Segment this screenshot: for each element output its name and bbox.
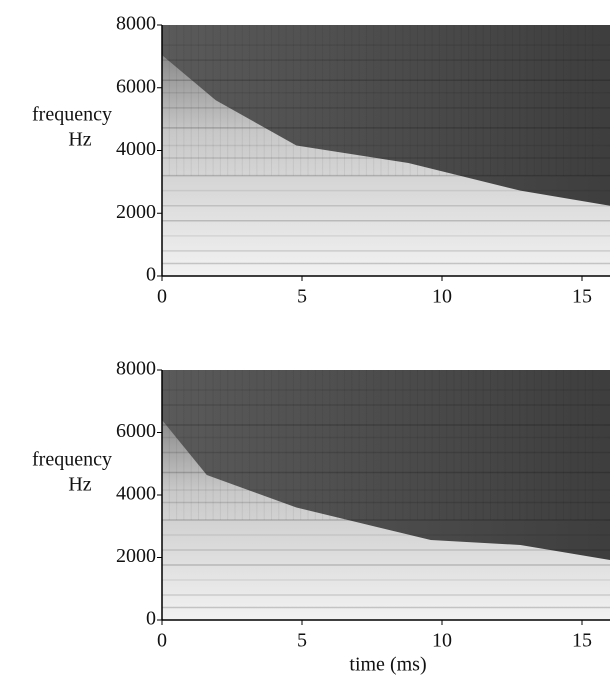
x-axis-label: time (ms) xyxy=(349,654,426,676)
y-tick-label: 2000 xyxy=(116,545,156,567)
y-tick-label: 0 xyxy=(146,264,156,286)
y-tick-label: 2000 xyxy=(116,201,156,223)
x-tick-label: 15 xyxy=(572,286,592,308)
x-tick-label: 15 xyxy=(572,630,592,652)
y-tick-label: 0 xyxy=(146,608,156,630)
x-tick-label: 0 xyxy=(157,286,167,308)
spectrogram-light xyxy=(162,420,610,620)
y-tick-label: 4000 xyxy=(116,483,156,505)
x-tick-label: 5 xyxy=(297,630,307,652)
x-tick-label: 5 xyxy=(297,286,307,308)
x-tick-label: 10 xyxy=(432,286,452,308)
y-axis-label: frequency xyxy=(32,449,112,471)
y-tick-label: 8000 xyxy=(116,358,156,380)
y-tick-label: 8000 xyxy=(116,13,156,35)
x-tick-label: 10 xyxy=(432,630,452,652)
y-axis-label: Hz xyxy=(68,474,91,496)
y-tick-label: 6000 xyxy=(116,75,156,97)
y-tick-label: 6000 xyxy=(116,420,156,442)
y-tick-label: 4000 xyxy=(116,138,156,160)
spectrogram-light xyxy=(162,55,610,277)
x-tick-label: 0 xyxy=(157,630,167,652)
y-axis-label: Hz xyxy=(68,129,91,151)
y-axis-label: frequency xyxy=(32,104,112,126)
